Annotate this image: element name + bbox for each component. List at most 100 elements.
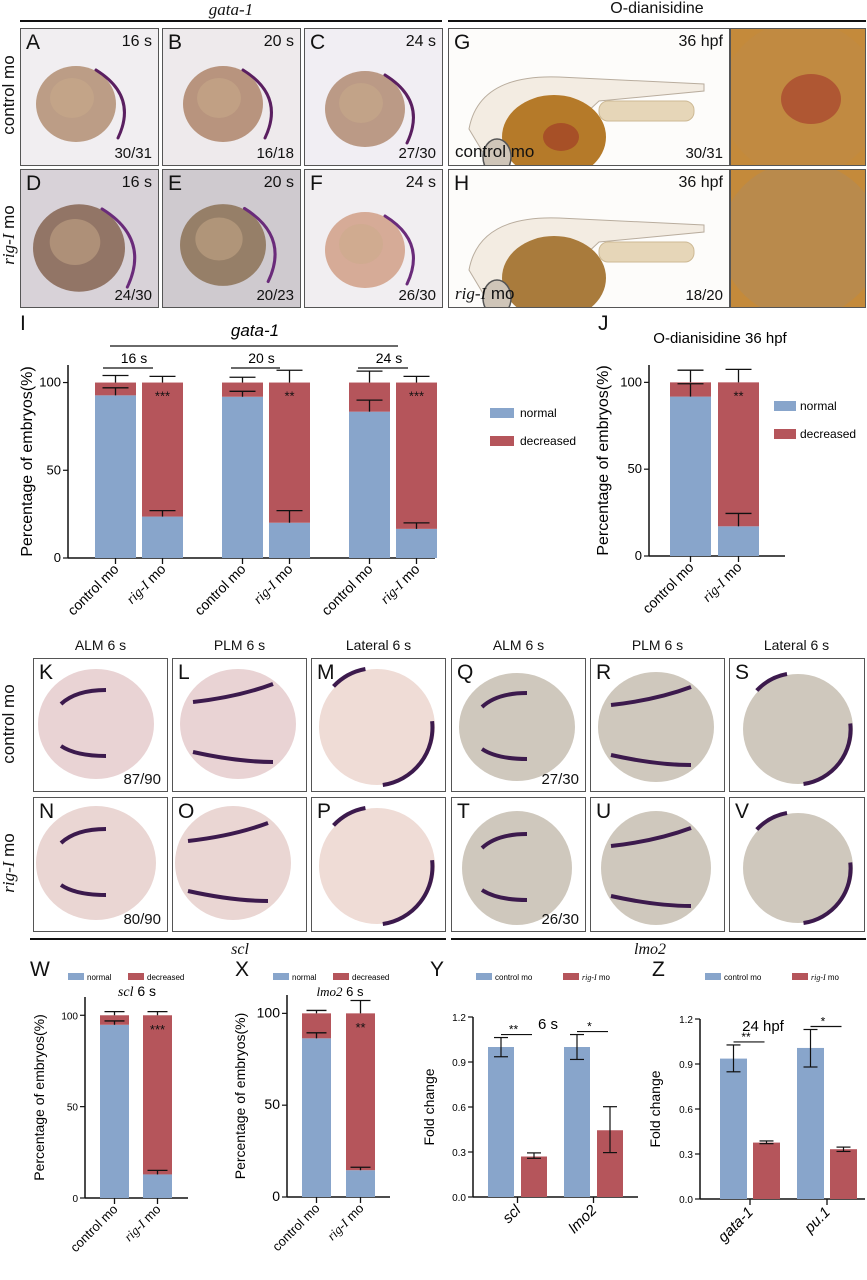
- embryo-image: [730, 659, 864, 791]
- x-category-label: control mo: [269, 1201, 323, 1255]
- chart-title: 6 s: [538, 1016, 558, 1033]
- bar-decreased: [143, 1015, 172, 1174]
- image-panel-N: N 80/90: [33, 797, 168, 932]
- y-axis-label: Percentage of embryos(%): [232, 1013, 248, 1180]
- legend-swatch-decreased: [128, 973, 144, 980]
- panel-stage: 16 s: [122, 174, 152, 192]
- y-tick-label: 100: [257, 1004, 281, 1020]
- scl-section-line: [30, 938, 446, 940]
- y-tick-label: 0: [635, 548, 642, 563]
- panel-count: 16/18: [256, 145, 294, 162]
- legend-swatch-control: [476, 973, 492, 980]
- panel-count: 30/31: [685, 145, 723, 162]
- image-panel-K: K87/90: [33, 658, 168, 792]
- panel-letter: E: [168, 172, 182, 196]
- y-tick-label: 50: [67, 1103, 79, 1114]
- y-tick-label: 0: [54, 550, 61, 565]
- y-axis-label: Fold change: [647, 1070, 663, 1147]
- panel-letter: P: [317, 800, 331, 824]
- row-label-control-2: control mo: [0, 679, 19, 769]
- y-tick-label: 1.2: [679, 1015, 693, 1026]
- group-label: 16 s: [121, 350, 147, 366]
- image-panel-P: P: [311, 797, 446, 932]
- bar-control: [797, 1048, 824, 1199]
- panel-letter: F: [310, 172, 323, 196]
- rig-suffix-label-2: mo: [0, 833, 18, 861]
- legend-label-normal: normal: [520, 406, 557, 420]
- significance-label: **: [284, 389, 294, 404]
- image-panel-O: O: [172, 797, 307, 932]
- bar-normal: [302, 1038, 331, 1197]
- rig-suffix-label: mo: [0, 205, 18, 233]
- legend-swatch-normal: [68, 973, 84, 980]
- y-tick-label: 50: [264, 1096, 280, 1112]
- panel-letter: N: [39, 800, 54, 824]
- panel-count: 80/90: [123, 911, 161, 928]
- legend-swatch-normal: [273, 973, 289, 980]
- image-panel-E: E20 s20/23: [162, 169, 301, 308]
- gata1-header-line: [20, 20, 442, 22]
- x-category-label: rig-I mo: [699, 559, 746, 606]
- panel-letter: Q: [457, 661, 473, 685]
- bar-decreased: [718, 382, 759, 526]
- column-label: ALM 6 s: [451, 637, 586, 653]
- panel-letter: V: [735, 800, 749, 824]
- bar-normal: [269, 523, 310, 558]
- group-label: 20 s: [248, 350, 274, 366]
- panel-count: 26/30: [541, 911, 579, 928]
- x-category-label: control mo: [64, 561, 122, 619]
- y-tick-label: 50: [628, 461, 642, 476]
- bar-normal: [142, 517, 183, 558]
- gata1-header: gata-1: [20, 0, 442, 20]
- x-category-label: rig-I mo: [377, 561, 424, 608]
- image-panel-S: S: [729, 658, 865, 792]
- title-gene: lmo2: [317, 984, 344, 999]
- chart-title: gata-1: [231, 321, 279, 340]
- y-tick-label: 0.6: [452, 1103, 466, 1114]
- chart-fold-change-24hpf: 0.00.30.60.91.2Fold change24 hpfcontrol …: [645, 955, 867, 1280]
- y-tick-label: 0.3: [679, 1150, 693, 1161]
- panel-count: 30/31: [114, 145, 152, 162]
- title-suffix: 6 s: [343, 984, 364, 999]
- bar-control: [720, 1059, 747, 1199]
- bar-rig: [830, 1149, 857, 1199]
- y-tick-label: 0.0: [679, 1195, 693, 1206]
- panel-condition: control mo: [455, 142, 534, 162]
- legend-label-control: control mo: [724, 973, 762, 982]
- embryo-image: [312, 798, 445, 931]
- column-label: Lateral 6 s: [729, 637, 864, 653]
- image-panel-R: R: [590, 658, 725, 792]
- y-tick-label: 0.3: [452, 1148, 466, 1159]
- panel-count: 27/30: [541, 771, 579, 788]
- panel-letter: T: [457, 800, 470, 824]
- x-category-label: rig-I mo: [121, 1202, 164, 1245]
- panel-stage: 24 s: [406, 33, 436, 51]
- chart-fold-change-6s: 0.00.30.60.91.2Fold change6 scontrol mor…: [420, 955, 645, 1280]
- image-panel-C: C24 s27/30: [304, 28, 443, 166]
- image-panel-U: U: [590, 797, 725, 932]
- image-panel-L: L: [172, 658, 307, 792]
- x-category-label: rig-I mo: [324, 1201, 367, 1244]
- x-category-label: control mo: [67, 1202, 121, 1256]
- legend-swatch-rig: [792, 973, 808, 980]
- panel-letter: K: [39, 661, 53, 685]
- title-suffix: 6 s: [133, 983, 156, 999]
- chart-scl-percentage: 050100Percentage of embryos(%)control mo…: [0, 955, 215, 1280]
- group-label: 24 s: [376, 350, 402, 366]
- significance-label: ***: [150, 1022, 165, 1037]
- image-panel-T: T 26/30: [451, 797, 586, 932]
- panel-count: 27/30: [398, 145, 436, 162]
- significance-label: *: [821, 1015, 826, 1029]
- bar-normal: [349, 412, 390, 558]
- bar-normal: [396, 529, 437, 558]
- bar-normal: [100, 1025, 129, 1198]
- x-category-label: control mo: [639, 559, 697, 617]
- y-tick-label: 100: [39, 375, 61, 390]
- gene-name: rig-I: [582, 973, 597, 982]
- panel-letter: B: [168, 31, 182, 55]
- legend-swatch-control: [705, 973, 721, 980]
- bar-normal: [143, 1174, 172, 1198]
- y-tick-label: 1.2: [452, 1013, 466, 1024]
- odianisidine-header-line: [448, 20, 866, 22]
- panel-stage: 36 hpf: [679, 33, 723, 51]
